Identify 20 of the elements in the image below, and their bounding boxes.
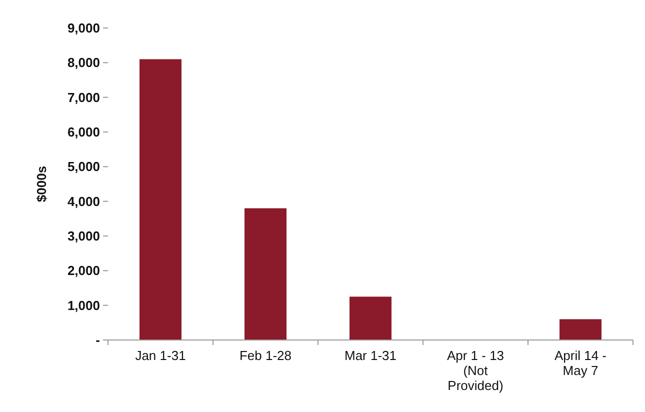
y-tick-label: 7,000: [67, 90, 100, 105]
bar: [244, 208, 286, 340]
x-tick-label: Mar 1-31: [344, 348, 397, 363]
x-tick-label: Feb 1-28: [239, 348, 292, 363]
y-tick-label: 9,000: [67, 20, 100, 36]
x-tick-label: Apr 1 - 13 (Not Provided): [446, 348, 504, 393]
bar: [140, 59, 182, 340]
y-tick-label: 2,000: [67, 263, 100, 278]
y-tick-label: 5,000: [67, 159, 100, 174]
bar: [350, 296, 392, 340]
y-tick-label: 3,000: [67, 228, 100, 244]
y-tick-label: 4,000: [67, 194, 100, 209]
bar: [560, 319, 602, 340]
y-axis-title: $000s: [34, 166, 49, 202]
x-tick-label: Jan 1-31: [135, 348, 186, 363]
y-tick-label: -: [96, 332, 100, 348]
y-tick-label: 1,000: [67, 298, 100, 313]
y-tick-label: 8,000: [67, 55, 100, 70]
x-tick-label: April 14 - May 7: [554, 348, 607, 378]
y-tick-label: 6,000: [67, 124, 100, 140]
